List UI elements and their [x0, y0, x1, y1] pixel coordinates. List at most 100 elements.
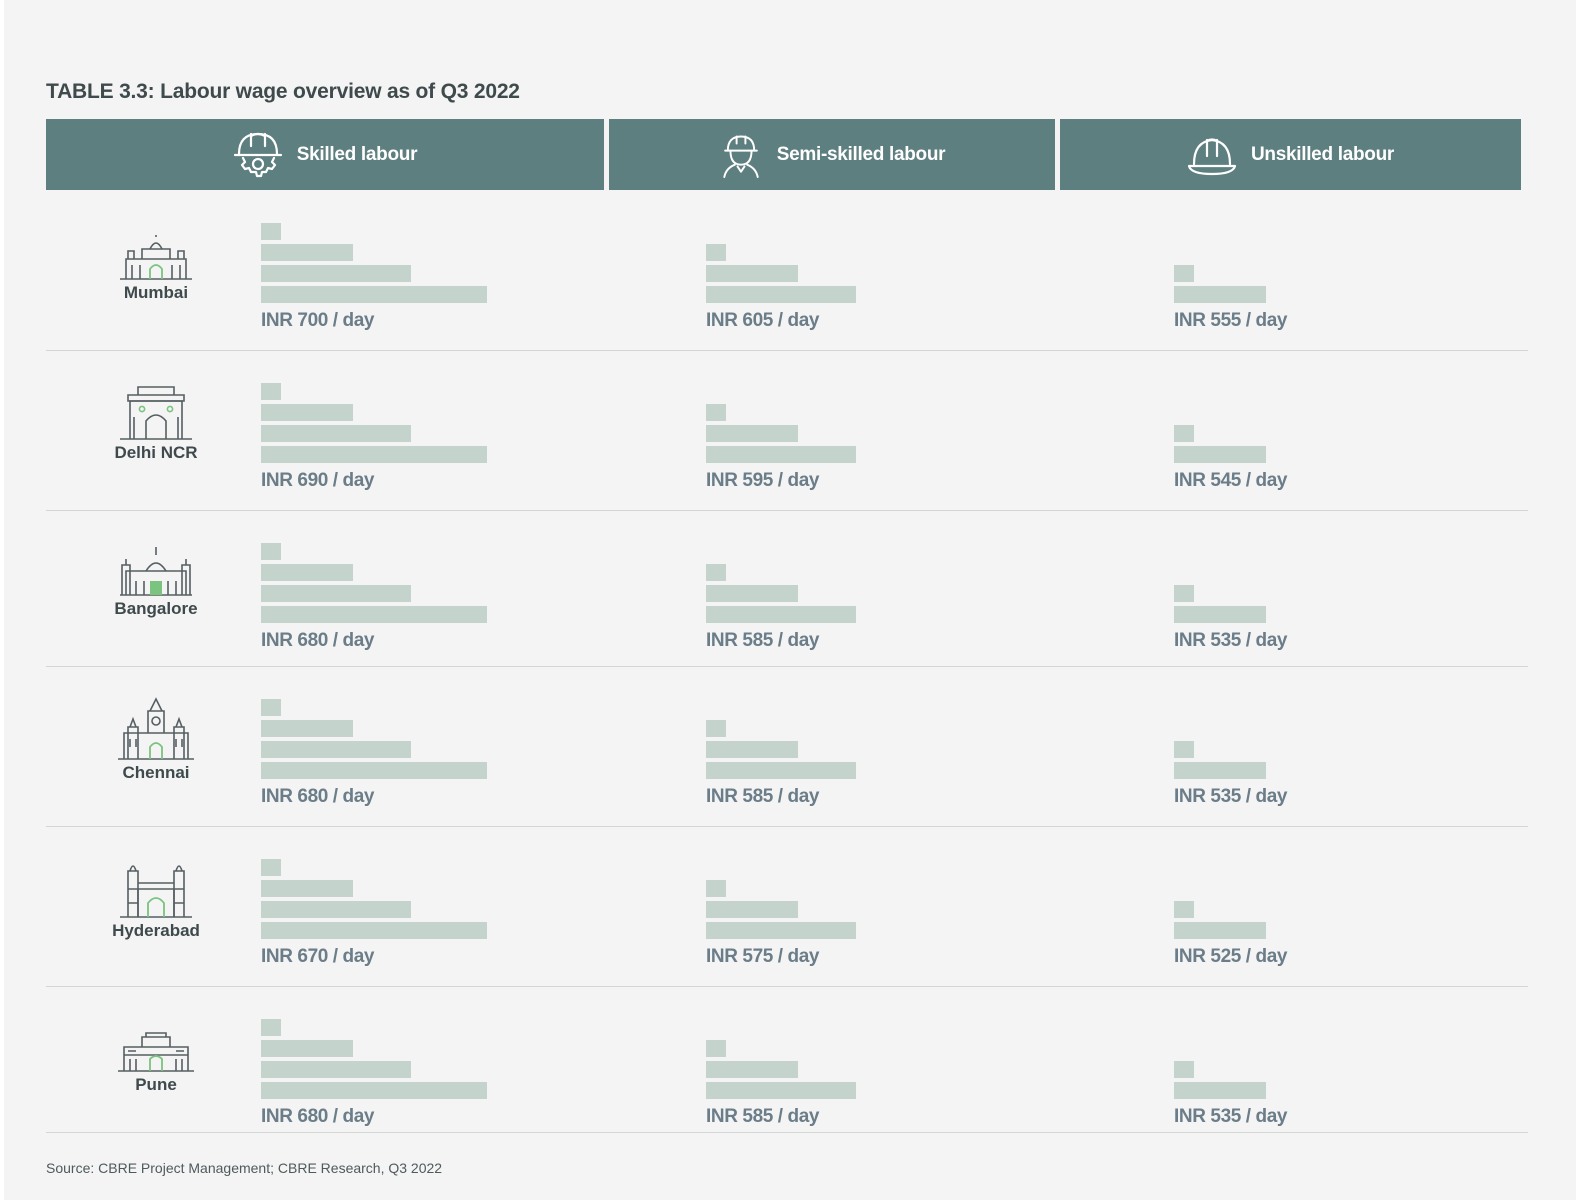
city-name: Pune: [135, 1075, 177, 1094]
row-divider: [46, 666, 1528, 667]
wage-value: INR 575 / day: [706, 946, 820, 967]
wage-bar: [706, 741, 798, 758]
wage-value: INR 670 / day: [261, 946, 375, 967]
wage-value: INR 545 / day: [1174, 470, 1288, 491]
table-row: Chennai INR 680 / day INR 585 / day INR 535…: [46, 667, 1528, 827]
wage-bar: [1174, 606, 1266, 623]
wage-bar: [706, 585, 798, 602]
city-pune: Pune: [96, 1031, 216, 1095]
wage-value: INR 680 / day: [261, 630, 375, 651]
wage-bar: [261, 1061, 411, 1078]
wage-bar: [261, 901, 411, 918]
header-semi-skilled-label: Semi-skilled labour: [776, 143, 946, 165]
wage-bar: [261, 223, 281, 240]
wage-bar: [261, 446, 487, 463]
row-divider: [46, 826, 1528, 827]
table-row: Mumbai INR 700 / day INR 605 / day INR 555 …: [46, 191, 1528, 351]
wage-bar: [1174, 922, 1266, 939]
wage-bar: [261, 762, 487, 779]
row-divider: [46, 510, 1528, 511]
row-divider: [46, 1132, 1528, 1133]
wage-bar: [1174, 585, 1194, 602]
wage-bar: [706, 564, 726, 581]
row-divider: [46, 986, 1528, 987]
city-name: Hyderabad: [112, 921, 200, 940]
india-gate-icon: [96, 383, 216, 441]
wage-value: INR 680 / day: [261, 1106, 375, 1127]
wage-bar: [1174, 741, 1194, 758]
wage-value: INR 535 / day: [1174, 786, 1288, 807]
city-hyderabad: Hyderabad: [96, 859, 216, 941]
table-row: Pune INR 680 / day INR 585 / day INR 535 / …: [46, 987, 1528, 1133]
wage-bar: [1174, 265, 1194, 282]
mumbai-landmark-icon: [96, 235, 216, 281]
header-skilled-label: Skilled labour: [296, 143, 418, 165]
wage-bar: [261, 1082, 487, 1099]
wage-bar: [706, 1040, 726, 1057]
header-semi-skilled: Semi-skilled labour: [609, 119, 1055, 190]
wage-bar: [261, 585, 411, 602]
wage-bar: [706, 762, 856, 779]
wage-value: INR 525 / day: [1174, 946, 1288, 967]
vidhana-soudha-icon: [96, 545, 216, 597]
wage-bar: [261, 741, 411, 758]
wage-bar: [261, 922, 487, 939]
wage-bar: [706, 606, 856, 623]
wage-bar: [706, 425, 798, 442]
chennai-central-icon: [96, 697, 216, 761]
wage-bar: [261, 1040, 353, 1057]
wage-bar: [1174, 1061, 1194, 1078]
worker-hardhat-icon: [723, 135, 759, 178]
wage-bar: [261, 425, 411, 442]
wage-bar: [706, 922, 856, 939]
charminar-icon: [96, 859, 216, 919]
wage-bar: [706, 446, 856, 463]
wage-value: INR 680 / day: [261, 786, 375, 807]
city-name: Chennai: [122, 763, 190, 782]
wage-bar: [706, 286, 856, 303]
header-unskilled-label: Unskilled labour: [1250, 143, 1394, 165]
city-name: Delhi NCR: [114, 443, 198, 462]
wage-value: INR 585 / day: [706, 630, 820, 651]
page: TABLE 3.3: Labour wage overview as of Q3…: [4, 0, 1576, 1200]
wage-bar: [261, 265, 411, 282]
wage-value: INR 585 / day: [706, 1106, 820, 1127]
city-chennai: Chennai: [96, 697, 216, 783]
wage-bar: [706, 720, 726, 737]
hardhat-gear-icon: [233, 132, 282, 177]
wage-bar: [261, 244, 353, 261]
wage-bar: [261, 880, 353, 897]
header-skilled: Skilled labour: [46, 119, 604, 190]
wage-bar: [261, 699, 281, 716]
city-delhi-ncr: Delhi NCR: [96, 383, 216, 463]
wage-bar: [706, 1061, 798, 1078]
wage-bar: [261, 383, 281, 400]
wage-bar: [261, 606, 487, 623]
wage-bar: [1174, 425, 1194, 442]
wage-bar: [706, 404, 726, 421]
source-note: Source: CBRE Project Management; CBRE Re…: [46, 1160, 443, 1176]
wage-bar: [261, 859, 281, 876]
wage-value: INR 700 / day: [261, 310, 375, 331]
wage-bar: [706, 880, 726, 897]
table-row: Delhi NCR INR 690 / day INR 595 / day INR 5…: [46, 351, 1528, 511]
wage-bar: [1174, 286, 1266, 303]
wage-value: INR 690 / day: [261, 470, 375, 491]
wage-bar: [1174, 762, 1266, 779]
city-mumbai: Mumbai: [96, 235, 216, 303]
wage-value: INR 605 / day: [706, 310, 820, 331]
city-name: Bangalore: [114, 599, 198, 618]
wage-bar: [261, 404, 353, 421]
header-unskilled: Unskilled labour: [1060, 119, 1521, 190]
wage-value: INR 595 / day: [706, 470, 820, 491]
table-row: Hyderabad INR 670 / day INR 575 / day INR 5…: [46, 827, 1528, 987]
row-divider: [46, 350, 1528, 351]
city-name: Mumbai: [123, 283, 189, 302]
wage-bar: [261, 1019, 281, 1036]
city-bangalore: Bangalore: [96, 545, 216, 619]
wage-bar: [706, 265, 798, 282]
wage-bar: [261, 564, 353, 581]
wage-bar: [1174, 901, 1194, 918]
table-row: Bangalore INR 680 / day INR 585 / day INR 5…: [46, 511, 1528, 667]
wage-value: INR 555 / day: [1174, 310, 1288, 331]
